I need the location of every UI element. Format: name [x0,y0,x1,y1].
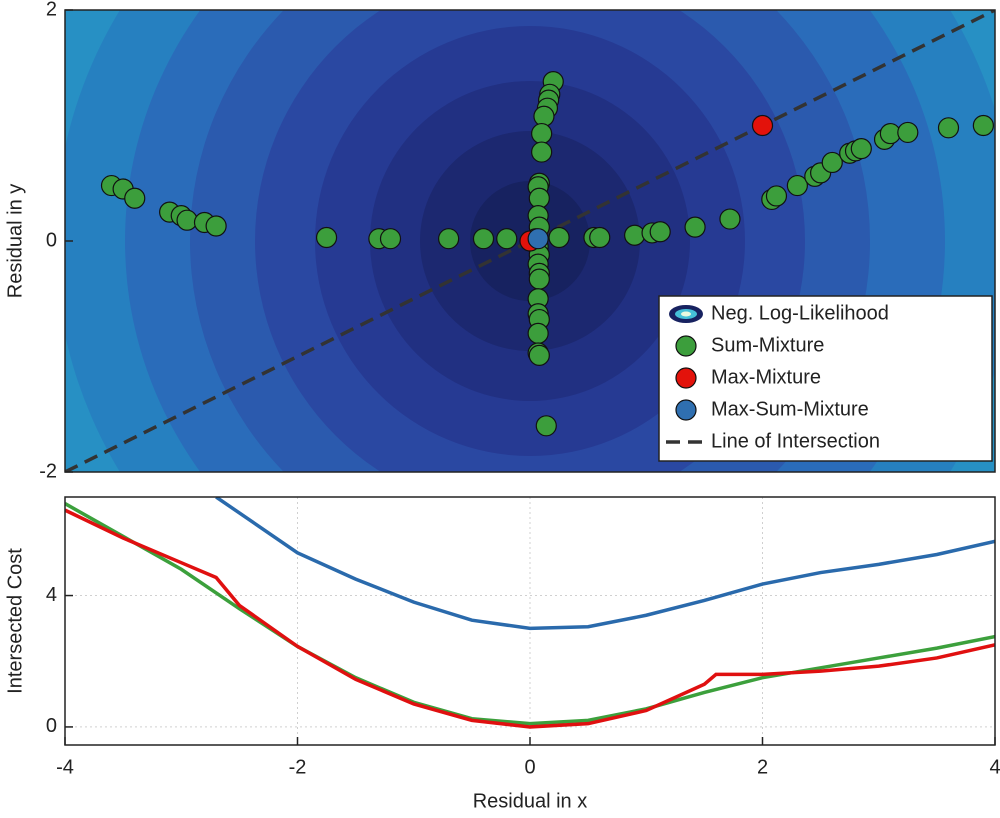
data-point [176,209,198,231]
y-tick-label: 4 [46,584,57,606]
data-point [624,224,646,246]
data-point [821,151,843,174]
data-point [205,215,227,237]
data-point [496,228,518,250]
top-plot [65,10,995,472]
data-point [531,141,553,163]
y-tick-label: 0 [46,715,57,737]
legend-label: Neg. Log-Likelihood [711,302,889,324]
y-tick-label: 2 [46,0,57,20]
data-point [937,117,960,139]
y-tick-label: -2 [39,460,57,482]
data-point [972,114,994,137]
data-point [527,322,549,344]
data-point [379,228,402,250]
data-point [649,221,671,243]
legend-contour-icon [681,311,691,317]
x-tick-label: 2 [757,756,768,778]
data-point [786,174,808,197]
legend-label: Sum-Mixture [711,334,824,356]
legend-label: Max-Sum-Mixture [711,398,869,420]
bottom-plot [65,497,995,745]
legend-box [658,295,993,462]
data-point [528,344,550,366]
data-point [589,226,611,249]
x-tick-label: -4 [56,756,74,778]
cost-line [65,502,995,726]
data-point [472,228,495,250]
axes: -2 0 2 Residual in y Neg. Log-Likelihood Sum-… [4,0,1000,812]
legend-label: Line of Intersection [711,430,880,452]
data-point [897,121,919,144]
data-point [315,226,338,249]
data-point [124,187,146,209]
x-tick-label: 4 [989,756,1000,778]
legend-marker [675,399,697,421]
y-axis-label: Residual in y [4,184,26,299]
data-point [765,185,788,207]
data-point [684,216,706,238]
data-point [528,268,550,290]
data-point [751,114,774,137]
cost-line [65,508,995,729]
data-point [438,228,460,250]
legend-marker [675,335,697,357]
data-point [719,208,741,230]
x-tick-label: -2 [289,756,307,778]
cost-line [215,497,995,631]
y-axis-label: Intersected Cost [4,548,26,694]
y-tick-label: 0 [46,229,57,251]
x-tick-label: 0 [524,756,535,778]
x-axis-label: Residual in x [473,790,588,812]
data-point [850,138,872,160]
legend-label: Max-Mixture [711,366,821,388]
data-point [535,415,557,437]
data-point [548,226,570,249]
data-point [531,122,553,145]
data-point [527,228,549,250]
legend-marker [675,367,697,389]
